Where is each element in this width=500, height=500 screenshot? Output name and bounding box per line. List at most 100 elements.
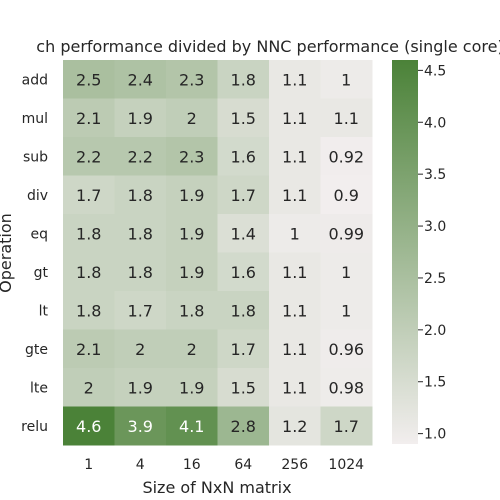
chart-title: ch performance divided by NNC performanc… bbox=[36, 37, 500, 56]
cell-value-label: 1.1 bbox=[282, 109, 307, 128]
heatmap-cell bbox=[166, 98, 218, 138]
cell-value-label: 2 bbox=[187, 340, 197, 359]
heatmap-cell bbox=[114, 175, 167, 215]
cell-value-label: 1.1 bbox=[282, 70, 307, 89]
heatmap-cell bbox=[269, 329, 321, 369]
cell-value-label: 1.8 bbox=[231, 301, 256, 320]
heatmap-cell bbox=[269, 137, 321, 176]
heatmap-cell bbox=[166, 291, 218, 330]
cell-value-label: 1.8 bbox=[76, 263, 101, 282]
heatmap-cells: 2.5 2.4 2.3 1.8 1.1 1 2.1 1.9 2 1.5 1.1 1.1 2.2 2.2 2.… bbox=[63, 60, 373, 446]
cell-value-label: 0.9 bbox=[334, 186, 359, 205]
cell-value-label: 3.9 bbox=[128, 417, 153, 436]
y-tick-label: mul bbox=[22, 111, 48, 127]
y-tick-label: gte bbox=[25, 342, 48, 358]
heatmap-cell bbox=[166, 252, 218, 292]
colorbar-tick-label: 3.0 bbox=[424, 219, 446, 235]
heatmap-cell bbox=[269, 252, 321, 292]
cell-value-label: 2 bbox=[135, 340, 145, 359]
cell-value-label: 1.9 bbox=[128, 109, 153, 128]
cell-value-label: 1.6 bbox=[231, 147, 256, 166]
heatmap-cell bbox=[217, 329, 270, 369]
heatmap-cell bbox=[269, 406, 321, 446]
cell-value-label: 1.9 bbox=[179, 263, 204, 282]
heatmap-cell bbox=[320, 175, 373, 215]
heatmap-cell bbox=[320, 60, 373, 99]
cell-value-label: 1 bbox=[341, 263, 351, 282]
cell-value-label: 2.8 bbox=[231, 417, 256, 436]
heatmap-cell bbox=[63, 252, 115, 292]
heatmap-cell bbox=[114, 368, 167, 407]
cell-value-label: 2.4 bbox=[128, 70, 153, 89]
heatmap-cell bbox=[217, 252, 270, 292]
x-tick-labels: 1 4 16 64 256 1024 bbox=[84, 457, 364, 473]
heatmap-cell bbox=[114, 60, 167, 99]
x-tick-label: 4 bbox=[136, 457, 145, 473]
x-tick-label: 256 bbox=[281, 457, 308, 473]
heatmap-cell bbox=[217, 137, 270, 176]
heatmap-cell bbox=[63, 175, 115, 215]
colorbar-tick-label: 4.0 bbox=[424, 115, 446, 131]
x-tick-label: 1024 bbox=[328, 457, 364, 473]
heatmap-cell bbox=[114, 329, 167, 369]
heatmap-cell bbox=[114, 406, 167, 446]
colorbar-tick-label: 2.0 bbox=[424, 323, 446, 339]
cell-value-label: 1.1 bbox=[282, 340, 307, 359]
cell-value-label: 1.1 bbox=[282, 301, 307, 320]
cell-value-label: 1.7 bbox=[231, 340, 256, 359]
y-tick-label: add bbox=[22, 72, 48, 88]
cell-value-label: 1.1 bbox=[334, 109, 359, 128]
y-tick-label: lt bbox=[39, 303, 49, 319]
y-tick-label: div bbox=[27, 188, 48, 204]
heatmap-cell bbox=[269, 214, 321, 253]
colorbar-tick-label: 2.5 bbox=[424, 271, 446, 287]
heatmap-cell bbox=[166, 214, 218, 253]
cell-value-label: 2.2 bbox=[128, 147, 153, 166]
colorbar-ticks: 1.0 1.5 2.0 2.5 3.0 3.5 4.0 4.5 bbox=[418, 63, 446, 443]
cell-value-label: 2.3 bbox=[179, 70, 204, 89]
heatmap-cell bbox=[217, 214, 270, 253]
cell-value-label: 0.98 bbox=[328, 378, 364, 397]
cell-value-label: 2.5 bbox=[76, 70, 101, 89]
cell-value-label: 1 bbox=[341, 301, 351, 320]
colorbar bbox=[392, 60, 418, 444]
heatmap-cell bbox=[63, 291, 115, 330]
cell-value-label: 1.7 bbox=[334, 417, 359, 436]
cell-value-label: 1.7 bbox=[128, 301, 153, 320]
heatmap-cell bbox=[114, 98, 167, 138]
cell-value-label: 1.1 bbox=[282, 147, 307, 166]
y-tick-label: gt bbox=[34, 265, 49, 281]
cell-value-label: 1.7 bbox=[231, 186, 256, 205]
cell-value-label: 2.2 bbox=[76, 147, 101, 166]
heatmap-cell bbox=[217, 60, 270, 99]
cell-value-label: 2.1 bbox=[76, 109, 101, 128]
cell-value-label: 1.1 bbox=[282, 378, 307, 397]
cell-value-label: 1.5 bbox=[231, 109, 256, 128]
heatmap-cell bbox=[320, 252, 373, 292]
heatmap-cell bbox=[217, 291, 270, 330]
y-tick-labels: add mul sub div eq gt lt gte lte relu bbox=[21, 72, 48, 435]
heatmap-cell bbox=[166, 175, 218, 215]
cell-value-label: 1.5 bbox=[231, 378, 256, 397]
heatmap-cell bbox=[166, 60, 218, 99]
cell-value-label: 1.1 bbox=[282, 186, 307, 205]
cell-value-label: 1.8 bbox=[128, 263, 153, 282]
heatmap-cell bbox=[166, 329, 218, 369]
x-tick-label: 1 bbox=[84, 457, 93, 473]
heatmap-cell bbox=[63, 60, 115, 99]
cell-value-label: 1 bbox=[341, 70, 351, 89]
heatmap-cell bbox=[63, 214, 115, 253]
heatmap-cell bbox=[63, 329, 115, 369]
heatmap-cell bbox=[320, 368, 373, 407]
heatmap-cell bbox=[114, 291, 167, 330]
heatmap-cell bbox=[320, 406, 373, 446]
cell-value-label: 1.8 bbox=[76, 224, 101, 243]
heatmap-cell bbox=[217, 98, 270, 138]
y-axis-label: Operation bbox=[0, 213, 15, 293]
cell-value-label: 1 bbox=[290, 224, 300, 243]
cell-value-label: 2 bbox=[187, 109, 197, 128]
cell-value-label: 1.9 bbox=[179, 224, 204, 243]
cell-value-label: 1.9 bbox=[179, 186, 204, 205]
heatmap-cell bbox=[269, 60, 321, 99]
